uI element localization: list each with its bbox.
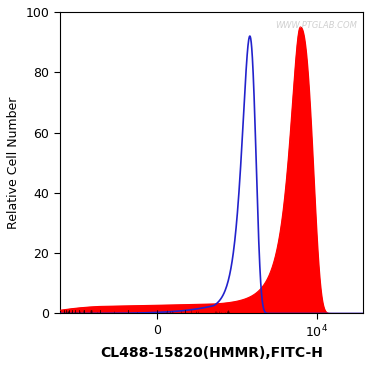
X-axis label: CL488-15820(HMMR),FITC-H: CL488-15820(HMMR),FITC-H (100, 346, 323, 360)
Text: WWW.PTGLAB.COM: WWW.PTGLAB.COM (275, 21, 357, 30)
Y-axis label: Relative Cell Number: Relative Cell Number (7, 97, 20, 229)
